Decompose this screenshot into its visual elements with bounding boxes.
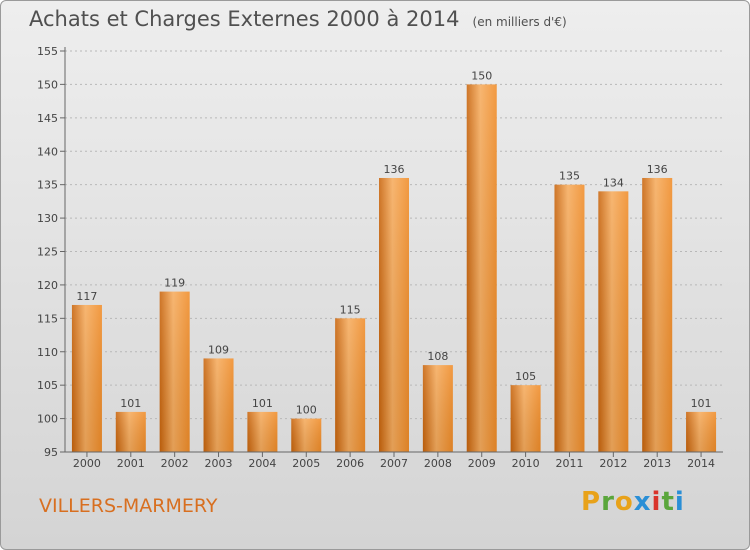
x-tick-label: 2002 — [161, 457, 189, 470]
x-tick-label: 2008 — [424, 457, 452, 470]
x-tick-label: 2004 — [248, 457, 276, 470]
chart-title: Achats et Charges Externes 2000 à 2014 — [29, 7, 460, 31]
x-tick-label: 2014 — [687, 457, 715, 470]
logo-letter: i — [651, 487, 662, 517]
x-tick-label: 2001 — [117, 457, 145, 470]
bar-shade — [598, 191, 629, 452]
x-tick-label: 2012 — [599, 457, 627, 470]
y-tick-label: 145 — [37, 112, 58, 125]
y-tick-label: 95 — [44, 446, 58, 459]
logo-letter: P — [581, 487, 602, 517]
y-tick-label: 105 — [37, 379, 58, 392]
bar-shade — [203, 358, 234, 452]
data-label: 119 — [164, 277, 185, 290]
data-label: 136 — [647, 163, 668, 176]
bar-shade — [379, 177, 409, 452]
bar-shade — [466, 84, 497, 453]
x-tick-label: 2011 — [555, 457, 583, 470]
logo-letter: t — [661, 487, 675, 517]
logo-letter: x — [633, 487, 652, 517]
bar-shade — [159, 291, 190, 452]
data-label: 100 — [296, 404, 317, 417]
y-tick-label: 150 — [37, 78, 58, 91]
data-label: 136 — [384, 163, 405, 176]
data-label: 105 — [515, 370, 536, 383]
x-tick-label: 2010 — [512, 457, 540, 470]
y-tick-label: 140 — [37, 145, 58, 158]
title-row: Achats et Charges Externes 2000 à 2014 (… — [29, 7, 567, 31]
y-tick-label: 110 — [37, 346, 58, 359]
data-label: 134 — [603, 176, 624, 189]
y-tick-label: 130 — [37, 212, 58, 225]
bar-shade — [115, 411, 146, 452]
bar-shade — [291, 418, 322, 452]
data-label: 108 — [427, 350, 448, 363]
bar-shade — [247, 411, 278, 452]
bar-layer: 117 101 119 109 101 100 115 136 108 150 105 135 134 1… — [71, 69, 717, 453]
data-label: 117 — [76, 290, 97, 303]
x-tick-label: 2006 — [336, 457, 364, 470]
data-label: 101 — [691, 397, 712, 410]
data-label: 101 — [120, 397, 141, 410]
bar-shade — [335, 318, 366, 452]
bar-shade — [422, 365, 453, 452]
y-tick-label: 135 — [37, 179, 58, 192]
y-tick-label: 155 — [37, 45, 58, 58]
town-name: VILLERS-MARMERY — [39, 495, 218, 517]
x-tick-label: 2000 — [73, 457, 101, 470]
data-label: 135 — [559, 170, 580, 183]
x-tick-label: 2003 — [205, 457, 233, 470]
y-tick-label: 125 — [37, 246, 58, 259]
data-label: 101 — [252, 397, 273, 410]
y-tick-label: 115 — [37, 312, 58, 325]
y-tick-label: 120 — [37, 279, 58, 292]
data-label: 115 — [340, 303, 361, 316]
data-label: 109 — [208, 343, 229, 356]
bar-shade — [554, 184, 585, 452]
chart-subtitle: (en milliers d'€) — [472, 15, 567, 29]
x-tick-label: 2005 — [292, 457, 320, 470]
y-tick-label: 100 — [37, 413, 58, 426]
logo-letter: i — [674, 487, 685, 517]
axis-layer: 95 100 105 110 115 120 125 130 135 140 145 150 155 20… — [37, 45, 723, 470]
x-tick-label: 2013 — [643, 457, 671, 470]
bar-shade — [642, 177, 673, 452]
proxiti-logo: Proxiti — [581, 487, 685, 517]
bar-shade — [510, 385, 541, 452]
bar-shade — [71, 304, 102, 452]
x-tick-label: 2007 — [380, 457, 408, 470]
data-label: 150 — [471, 69, 492, 82]
logo-letter: o — [614, 487, 634, 517]
bar-shade — [686, 411, 717, 452]
x-tick-label: 2009 — [468, 457, 496, 470]
logo-letter: r — [601, 487, 615, 517]
